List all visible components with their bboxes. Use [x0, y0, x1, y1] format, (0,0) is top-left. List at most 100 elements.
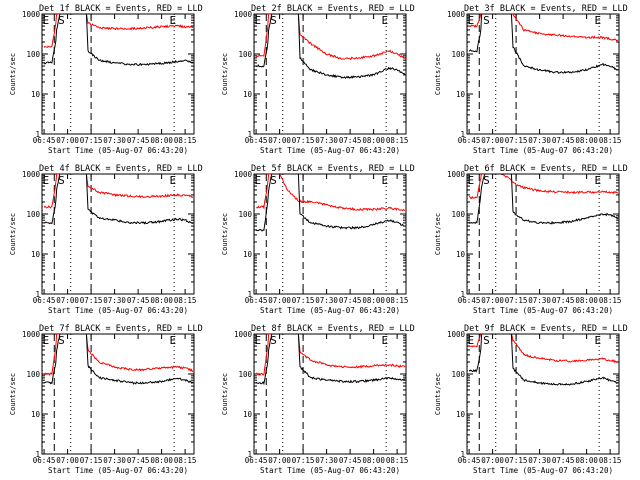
x-tick-label: 07:30 [528, 296, 551, 305]
x-tick-label: 06:45 [458, 456, 481, 465]
x-tick-label: 07:45 [552, 136, 575, 145]
x-tick-label: 07:45 [552, 456, 575, 465]
panel-title: Det 7f BLACK = Events, RED = LLD [39, 324, 203, 334]
x-tick-label: 07:45 [127, 456, 150, 465]
x-axis-title: Start Time (05-Aug-07 06:43:20) [48, 306, 188, 315]
x-tick-label: 06:45 [33, 456, 56, 465]
region-marker-label: E [169, 334, 176, 347]
x-axis-title: Start Time (05-Aug-07 06:43:20) [260, 466, 400, 475]
plot-frame [466, 13, 620, 135]
region-marker-label: S [270, 334, 277, 347]
x-tick-label: 08:15 [386, 456, 409, 465]
y-tick-label: 1000 [22, 10, 41, 19]
events-series-line [44, 334, 194, 385]
y-tick-label: 1 [460, 450, 465, 459]
panel-title: Det 1f BLACK = Events, RED = LLD [39, 4, 203, 14]
detector-panel: Det 7f BLACK = Events, RED = LLD 1 10 100 10… [9, 324, 203, 475]
lld-series-line [256, 14, 406, 61]
plot-lines [468, 334, 619, 386]
x-tick-label: 07:45 [127, 136, 150, 145]
events-series-line [468, 334, 619, 386]
region-marker-label: E [381, 174, 388, 187]
region-marker-label: E [381, 14, 388, 27]
y-tick-label: 100 [26, 370, 40, 379]
x-tick-label: 08:15 [599, 456, 622, 465]
x-tick-label: 07:30 [103, 296, 126, 305]
plot-frame [253, 13, 407, 135]
x-tick-label: 07:30 [315, 456, 338, 465]
y-tick-label: 1000 [447, 170, 466, 179]
plot-frame [253, 333, 407, 455]
x-tick-label: 06:45 [245, 456, 268, 465]
detector-panel: Det 4f BLACK = Events, RED = LLD 1 10 100 10… [9, 164, 203, 315]
x-tick-label: 08:15 [386, 296, 409, 305]
y-tick-label: 10 [31, 410, 41, 419]
y-tick-label: 1 [247, 130, 252, 139]
x-tick-label: 08:15 [174, 136, 197, 145]
y-tick-label: 10 [456, 250, 466, 259]
x-tick-label: 07:15 [292, 136, 315, 145]
region-marker-label: E [255, 174, 262, 187]
x-axis-title: Start Time (05-Aug-07 06:43:20) [473, 146, 613, 155]
x-tick-label: 07:45 [552, 296, 575, 305]
region-marker-label: E [169, 174, 176, 187]
x-tick-label: 07:15 [80, 296, 103, 305]
lld-series-line [468, 334, 619, 364]
y-tick-label: 1000 [447, 10, 466, 19]
region-marker-label: E [594, 334, 601, 347]
panel-title: Det 5f BLACK = Events, RED = LLD [251, 164, 415, 174]
panel-title: Det 4f BLACK = Events, RED = LLD [39, 164, 203, 174]
plot-frame [253, 173, 407, 295]
y-tick-label: 10 [243, 410, 253, 419]
x-tick-label: 07:00 [268, 296, 291, 305]
x-tick-label: 07:30 [528, 456, 551, 465]
region-marker-label: E [594, 174, 601, 187]
y-tick-label: 100 [238, 370, 252, 379]
x-tick-label: 07:15 [505, 456, 528, 465]
x-tick-label: 08:15 [174, 296, 197, 305]
x-tick-label: 08:00 [575, 456, 598, 465]
x-tick-label: 07:45 [339, 136, 362, 145]
x-axis-title: Start Time (05-Aug-07 06:43:20) [473, 466, 613, 475]
x-tick-label: 07:15 [80, 456, 103, 465]
x-tick-label: 08:00 [150, 456, 173, 465]
y-tick-label: 1000 [234, 170, 253, 179]
y-tick-label: 1 [35, 130, 40, 139]
y-tick-label: 1 [247, 450, 252, 459]
region-marker-label: E [381, 334, 388, 347]
x-axis-title: Start Time (05-Aug-07 06:43:20) [48, 146, 188, 155]
lld-series-line [44, 334, 194, 376]
x-tick-label: 07:15 [505, 136, 528, 145]
x-axis-title: Start Time (05-Aug-07 06:43:20) [260, 146, 400, 155]
y-tick-label: 10 [31, 90, 41, 99]
x-tick-label: 07:30 [315, 296, 338, 305]
panel-title: Det 6f BLACK = Events, RED = LLD [464, 164, 628, 174]
x-tick-label: 07:00 [56, 456, 79, 465]
x-tick-label: 07:45 [127, 296, 150, 305]
x-tick-label: 08:00 [575, 136, 598, 145]
region-marker-label: S [58, 14, 65, 27]
region-marker-label: E [468, 334, 475, 347]
events-series-line [44, 174, 194, 225]
y-tick-label: 1000 [22, 330, 41, 339]
panel-title: Det 8f BLACK = Events, RED = LLD [251, 324, 415, 334]
plot-lines [44, 334, 194, 385]
events-series-line [43, 14, 194, 67]
x-tick-label: 08:00 [362, 136, 385, 145]
region-marker-label: E [255, 334, 262, 347]
x-tick-label: 07:15 [292, 456, 315, 465]
plot-lines [255, 174, 406, 232]
y-tick-label: 100 [451, 50, 465, 59]
x-axis-title: Start Time (05-Aug-07 06:43:20) [473, 306, 613, 315]
events-series-line [468, 174, 619, 225]
y-tick-label: 100 [26, 50, 40, 59]
region-marker-label: E [255, 14, 262, 27]
x-tick-label: 08:15 [599, 136, 622, 145]
region-marker-label: S [270, 174, 277, 187]
x-tick-label: 07:15 [80, 136, 103, 145]
region-marker-label: E [468, 14, 475, 27]
plot-frame [41, 13, 195, 135]
y-tick-label: 1 [247, 290, 252, 299]
region-marker-label: S [270, 14, 277, 27]
x-tick-label: 07:30 [103, 456, 126, 465]
